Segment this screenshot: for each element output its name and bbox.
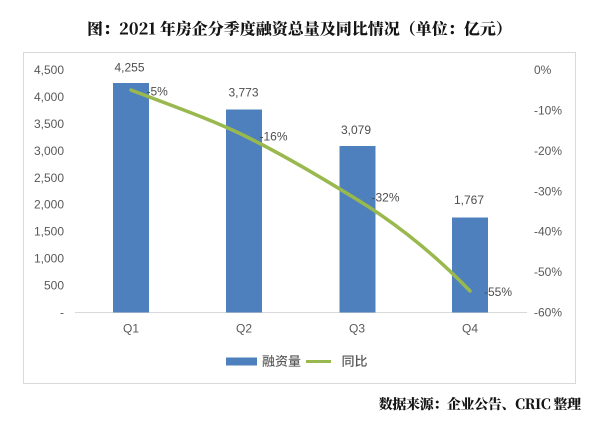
svg-text:-30%: -30% [534,184,562,198]
svg-text:-: - [60,306,64,320]
svg-text:-10%: -10% [534,103,562,117]
svg-text:2,500: 2,500 [34,171,64,185]
svg-text:-5%: -5% [147,85,169,99]
svg-text:Q1: Q1 [123,322,139,336]
svg-text:Q2: Q2 [236,322,252,336]
svg-text:3,079: 3,079 [341,123,371,137]
svg-text:1,767: 1,767 [454,193,484,207]
svg-text:1,500: 1,500 [34,225,64,239]
svg-text:Q4: Q4 [462,322,478,336]
svg-text:4,500: 4,500 [34,63,64,77]
svg-text:500: 500 [44,279,64,293]
svg-text:-32%: -32% [372,190,400,204]
svg-text:0%: 0% [534,63,552,77]
svg-text:-20%: -20% [534,144,562,158]
svg-text:-55%: -55% [484,285,512,299]
svg-text:3,773: 3,773 [228,86,258,100]
svg-text:1,000: 1,000 [34,252,64,266]
svg-text:-16%: -16% [260,129,288,143]
svg-text:-40%: -40% [534,225,562,239]
svg-text:2,000: 2,000 [34,198,64,212]
svg-text:3,500: 3,500 [34,117,64,131]
svg-text:-50%: -50% [534,265,562,279]
svg-text:4,255: 4,255 [114,61,144,75]
svg-text:-60%: -60% [534,306,562,320]
svg-text:3,000: 3,000 [34,144,64,158]
svg-text:Q3: Q3 [349,322,365,336]
svg-text:4,000: 4,000 [34,90,64,104]
